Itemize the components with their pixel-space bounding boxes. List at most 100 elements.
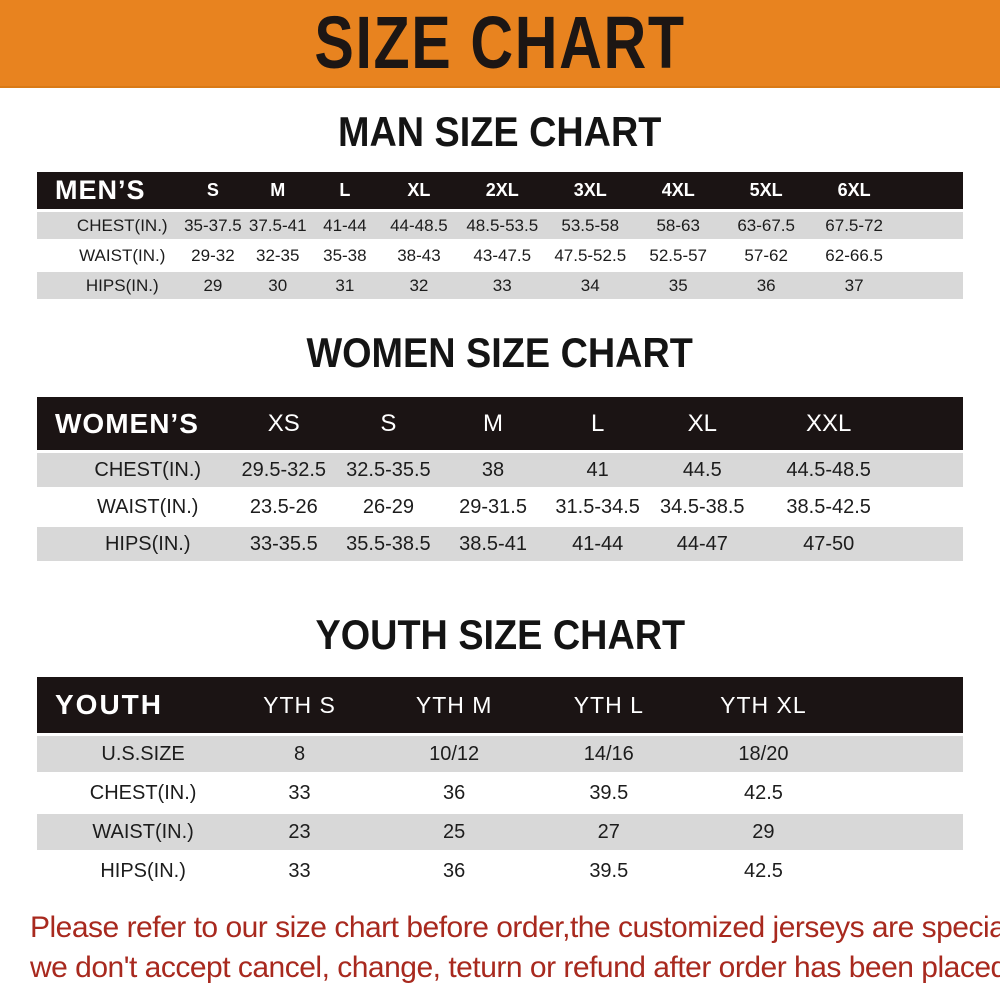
size-cell: 33-35.5: [231, 527, 337, 561]
filler-cell: [902, 397, 963, 450]
banner-title: SIZE CHART: [314, 1, 686, 84]
men-table-label: MEN’S: [37, 172, 181, 209]
size-cell: 29: [686, 814, 841, 850]
size-cell: 10/12: [376, 736, 532, 772]
size-cell: 57-62: [722, 242, 811, 269]
filler-cell: [898, 272, 963, 299]
row-label: HIPS(IN.): [37, 853, 223, 889]
size-cell: 42.5: [686, 775, 841, 811]
size-cell: 35: [634, 272, 723, 299]
size-cell: 38.5-41: [440, 527, 546, 561]
women-size-table: WOMEN’S XS S M L XL XXL CHEST(IN.) 29.5-…: [37, 394, 963, 564]
men-section-heading-text: MAN SIZE CHART: [338, 108, 662, 155]
youth-section-heading: YOUTH SIZE CHART: [0, 614, 1000, 656]
size-cell: 33: [222, 775, 377, 811]
size-cell: 26-29: [336, 490, 441, 524]
size-cell: 37: [810, 272, 899, 299]
youth-chest-row: CHEST(IN.) 33 36 39.5 42.5: [37, 775, 963, 811]
men-col-5xl: 5XL: [722, 172, 811, 209]
size-cell: 39.5: [531, 775, 687, 811]
size-cell: 32-35: [245, 242, 311, 269]
row-label: U.S.SIZE: [37, 736, 223, 772]
women-hips-row: HIPS(IN.) 33-35.5 35.5-38.5 38.5-41 41-4…: [37, 527, 963, 561]
size-cell: 33: [222, 853, 377, 889]
row-label: HIPS(IN.): [37, 272, 181, 299]
women-col-l: L: [545, 397, 650, 450]
size-cell: 48.5-53.5: [458, 212, 547, 239]
men-col-3xl: 3XL: [546, 172, 635, 209]
size-cell: 31: [310, 272, 380, 299]
size-cell: 62-66.5: [810, 242, 899, 269]
size-cell: 34: [546, 272, 635, 299]
men-waist-row: WAIST(IN.) 29-32 32-35 35-38 38-43 43-47…: [37, 242, 963, 269]
order-notice-line-1: Please refer to our size chart before or…: [30, 911, 1000, 944]
size-chart-banner: SIZE CHART: [0, 0, 1000, 88]
size-cell: 31.5-34.5: [545, 490, 650, 524]
size-cell: 25: [376, 814, 532, 850]
filler-cell: [902, 453, 963, 487]
women-table-label: WOMEN’S: [37, 397, 232, 450]
size-cell: 63-67.5: [722, 212, 811, 239]
size-cell: 36: [376, 853, 532, 889]
women-col-xl: XL: [649, 397, 755, 450]
size-cell: 32.5-35.5: [336, 453, 441, 487]
youth-waist-row: WAIST(IN.) 23 25 27 29: [37, 814, 963, 850]
size-cell: 37.5-41: [245, 212, 311, 239]
size-cell: 29.5-32.5: [231, 453, 337, 487]
women-chest-row: CHEST(IN.) 29.5-32.5 32.5-35.5 38 41 44.…: [37, 453, 963, 487]
youth-col-s: YTH S: [222, 677, 377, 733]
size-cell: 38-43: [379, 242, 459, 269]
men-col-2xl: 2XL: [458, 172, 547, 209]
women-col-s: S: [336, 397, 441, 450]
women-section-heading-text: WOMEN SIZE CHART: [306, 329, 694, 376]
filler-cell: [898, 172, 963, 209]
size-cell: 41-44: [545, 527, 650, 561]
men-col-s: S: [180, 172, 246, 209]
youth-col-l: YTH L: [531, 677, 687, 733]
filler-cell: [840, 814, 963, 850]
men-col-l: L: [310, 172, 380, 209]
youth-col-xl: YTH XL: [686, 677, 841, 733]
size-cell: 47.5-52.5: [546, 242, 635, 269]
row-label: WAIST(IN.): [37, 242, 181, 269]
size-cell: 29: [180, 272, 246, 299]
filler-cell: [840, 775, 963, 811]
row-label: CHEST(IN.): [37, 775, 223, 811]
size-cell: 67.5-72: [810, 212, 899, 239]
women-col-xs: XS: [231, 397, 337, 450]
size-cell: 43-47.5: [458, 242, 547, 269]
men-size-table: MEN’S S M L XL 2XL 3XL 4XL 5XL 6XL CHEST…: [37, 169, 963, 302]
youth-hips-row: HIPS(IN.) 33 36 39.5 42.5: [37, 853, 963, 889]
size-cell: 58-63: [634, 212, 723, 239]
filler-cell: [902, 490, 963, 524]
row-label: WAIST(IN.): [37, 814, 223, 850]
size-cell: 14/16: [531, 736, 687, 772]
size-cell: 30: [245, 272, 311, 299]
women-col-xxl: XXL: [754, 397, 903, 450]
youth-table-label: YOUTH: [37, 677, 223, 733]
men-col-6xl: 6XL: [810, 172, 899, 209]
size-cell: 23: [222, 814, 377, 850]
size-cell: 34.5-38.5: [649, 490, 755, 524]
size-cell: 52.5-57: [634, 242, 723, 269]
size-cell: 44-47: [649, 527, 755, 561]
filler-cell: [902, 527, 963, 561]
size-cell: 38: [440, 453, 546, 487]
size-cell: 27: [531, 814, 687, 850]
youth-header-row: YOUTH YTH S YTH M YTH L YTH XL: [37, 677, 963, 733]
men-col-4xl: 4XL: [634, 172, 723, 209]
women-header-row: WOMEN’S XS S M L XL XXL: [37, 397, 963, 450]
row-label: WAIST(IN.): [37, 490, 232, 524]
filler-cell: [898, 242, 963, 269]
women-section-heading: WOMEN SIZE CHART: [0, 332, 1000, 374]
filler-cell: [840, 736, 963, 772]
size-cell: 35-38: [310, 242, 380, 269]
filler-cell: [898, 212, 963, 239]
size-cell: 8: [222, 736, 377, 772]
size-cell: 39.5: [531, 853, 687, 889]
order-notice-line-2: we don't accept cancel, change, teturn o…: [30, 951, 1000, 984]
size-cell: 29-31.5: [440, 490, 546, 524]
size-cell: 36: [722, 272, 811, 299]
youth-col-m: YTH M: [376, 677, 532, 733]
women-col-m: M: [440, 397, 546, 450]
